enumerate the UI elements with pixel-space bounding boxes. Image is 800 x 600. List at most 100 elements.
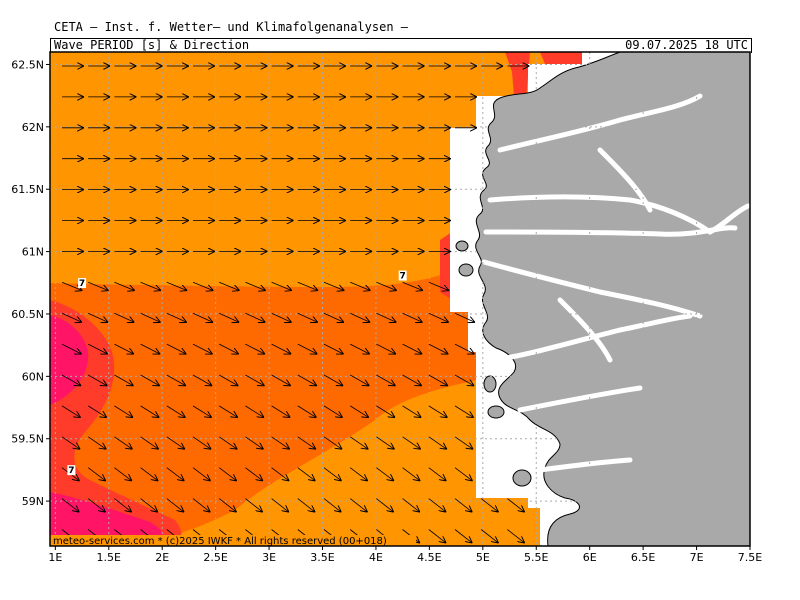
lon-tick-label: 2E (155, 551, 169, 564)
wave-arrow (376, 467, 394, 481)
wave-arrow (166, 436, 185, 449)
map-frame (49, 51, 751, 547)
copyright-text: meteo-services.com * (c)2025 IWKF * All … (53, 536, 387, 547)
wave-arrow (114, 498, 131, 513)
wave-arrow (428, 467, 447, 481)
wave-arrow (428, 405, 448, 418)
wave-arrow (349, 436, 368, 449)
wave-arrow (192, 436, 211, 449)
wave-arrow (297, 405, 317, 418)
wave-arrow (349, 405, 369, 418)
islands (455, 240, 532, 487)
wave-arrow (454, 529, 472, 544)
contour-label-bg (67, 465, 76, 476)
wave-arrow (140, 374, 160, 386)
wave-arrow (61, 281, 82, 290)
wave-arrow (349, 467, 368, 481)
wave-arrow (376, 498, 393, 513)
wave-arrow (140, 312, 161, 322)
wave-arrow (192, 405, 212, 418)
wave-arrow (245, 343, 265, 354)
wave-arrow (114, 374, 133, 386)
wave-arrow (454, 374, 474, 386)
lat-tick-label: 62N (22, 121, 44, 134)
wave-arrow (140, 436, 159, 449)
wave-arrow (61, 436, 80, 449)
lon-tick-label: 5E (476, 551, 490, 564)
wave-arrow (350, 374, 369, 386)
lat-tick-label: 60.5N (11, 308, 44, 321)
wave-arrow (271, 312, 292, 322)
wave-arrow (271, 281, 292, 290)
wave-arrow (87, 405, 107, 418)
wave-arrow (218, 405, 238, 418)
wave-arrow (245, 405, 264, 418)
wave-arrow (88, 374, 107, 386)
wave-arrow (349, 498, 367, 513)
wave-arrow (87, 436, 106, 449)
wave-arrow (245, 374, 264, 386)
wave-arrow (454, 312, 475, 322)
wave-arrow (192, 374, 212, 386)
wave-arrow (297, 343, 318, 354)
wave-arrow (114, 405, 133, 418)
lat-lon-grid (50, 52, 750, 546)
wave-arrow (271, 467, 290, 481)
wave-arrow (428, 281, 449, 290)
lat-tick-label: 59.5N (11, 433, 44, 446)
wave-arrow (297, 467, 316, 481)
wave-arrow (192, 312, 213, 322)
wave-arrow (323, 312, 344, 322)
wave-arrow (88, 312, 108, 322)
wave-arrow (323, 498, 341, 513)
wave-arrow (114, 281, 134, 290)
wave-arrow (454, 498, 472, 513)
longitude-ticks: 1E 1.5E 2E 2.5E 3E 3.5E 4E 4.5E 5E 5.5E 6E 6.5E 7E 7.… (48, 546, 762, 564)
wave-arrow (402, 436, 421, 449)
contour-label-bg (398, 270, 407, 281)
wave-arrow (218, 467, 237, 481)
wave-arrow (402, 405, 422, 418)
wave-arrow (297, 436, 316, 449)
wave-arrow (428, 343, 449, 354)
wave-arrow (114, 343, 134, 354)
wave-arrow (350, 343, 370, 354)
wave-arrow (140, 467, 159, 481)
lat-tick-label: 61N (22, 246, 44, 259)
period-8-9-area (540, 52, 582, 64)
lon-tick-label: 2.5E (203, 551, 227, 564)
lon-tick-label: 1E (48, 551, 62, 564)
wave-arrow (219, 281, 239, 290)
wave-arrow (454, 343, 475, 354)
wave-arrow (323, 374, 343, 386)
wave-arrow (166, 281, 187, 290)
wave-arrow (323, 467, 342, 481)
wave-arrow (114, 467, 132, 481)
header-box (50, 38, 752, 53)
wave-direction-arrows (61, 66, 530, 544)
variable-title: Wave_PERIOD_[s]_&_Direction (54, 38, 250, 52)
wave-arrow (428, 312, 449, 322)
wave-arrow (87, 498, 105, 513)
lat-tick-label: 60N (22, 370, 44, 383)
organization-title: CETA – Inst. f. Wetter– und Klimafolgena… (54, 20, 409, 34)
wave-arrow (166, 374, 186, 386)
contour-label-bg (78, 278, 87, 289)
valid-time: 09.07.2025 18 UTC (625, 38, 748, 52)
wave-arrow (323, 343, 344, 354)
wave-arrow (61, 405, 81, 418)
wave-arrow (323, 405, 343, 418)
lat-tick-label: 59N (22, 495, 44, 508)
wave-arrow (245, 436, 263, 449)
wave-arrow (114, 436, 132, 449)
wave-arrow (376, 374, 395, 386)
wave-arrow (428, 436, 447, 449)
wave-arrow (297, 281, 318, 290)
wave-arrow (166, 343, 187, 354)
wave-arrow (402, 281, 423, 290)
contour-label: 7 (400, 272, 406, 282)
wave-arrow (87, 467, 106, 481)
wave-arrow (271, 374, 291, 386)
wave-arrow (166, 467, 185, 481)
